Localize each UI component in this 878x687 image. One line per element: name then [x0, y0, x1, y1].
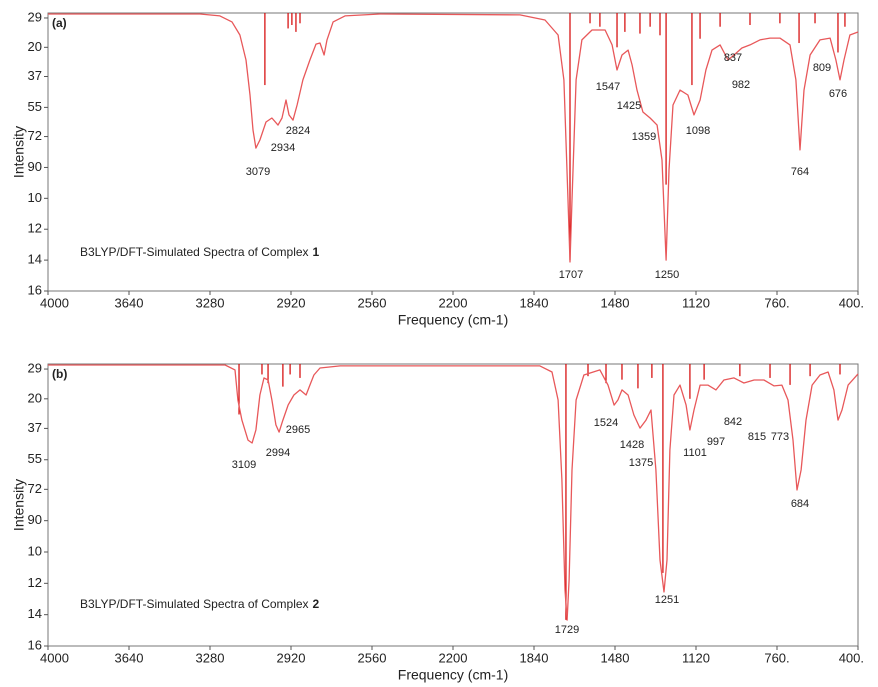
- peak-label: 1524: [594, 417, 618, 429]
- x-tick-label: 4000: [40, 650, 69, 665]
- peak-label: 1359: [632, 131, 656, 143]
- y-tick-label: 55: [28, 451, 42, 466]
- x-tick-label: 1840: [520, 295, 549, 310]
- y-axis-title: Intensity: [11, 126, 27, 178]
- y-tick-label: 90: [28, 512, 42, 527]
- y-tick-label: 72: [28, 128, 42, 143]
- x-axis-title: Frequency (cm-1): [398, 667, 508, 683]
- y-tick-label: 10: [28, 543, 42, 558]
- y-axis-title: Intensity: [11, 479, 27, 531]
- x-tick-label: 760.: [764, 650, 789, 665]
- x-tick-label: 1120: [682, 295, 710, 310]
- annotation-text: B3LYP/DFT-Simulated Spectra of Complex: [80, 245, 309, 259]
- x-tick-label: 2200: [439, 295, 468, 310]
- y-tick-label: 90: [28, 159, 42, 174]
- peak-label: 1425: [617, 100, 641, 112]
- peak-label: 2994: [266, 447, 290, 459]
- y-tick-label: 12: [28, 221, 42, 236]
- peak-label: 837: [724, 52, 742, 64]
- annotation-text: B3LYP/DFT-Simulated Spectra of Complex: [80, 597, 309, 611]
- x-tick-label: 2560: [358, 650, 387, 665]
- peak-label: 1547: [596, 81, 620, 93]
- peak-label: 997: [707, 436, 725, 448]
- peak-label: 1250: [655, 269, 679, 281]
- x-tick-label: 760.: [764, 295, 789, 310]
- y-tick-label: 16: [28, 282, 42, 297]
- y-tick-label: 10: [28, 190, 42, 205]
- y-tick-label: 20: [28, 390, 42, 405]
- peak-label: 2824: [286, 125, 310, 137]
- y-tick-label: 29: [28, 9, 42, 24]
- x-tick-label: 1480: [601, 295, 630, 310]
- peak-label: 676: [829, 88, 847, 100]
- peak-label: 809: [813, 62, 831, 74]
- x-tick-label: 3280: [196, 650, 225, 665]
- annotation-number: 2: [313, 597, 320, 611]
- x-tick-label: 3640: [115, 295, 144, 310]
- x-tick-label: 2560: [358, 295, 387, 310]
- x-tick-label: 400.: [839, 650, 864, 665]
- x-tick-label: 2200: [439, 650, 468, 665]
- y-tick-label: 14: [28, 606, 42, 621]
- peak-label: 773: [771, 431, 789, 443]
- x-tick-label: 1840: [520, 650, 549, 665]
- y-tick-label: 55: [28, 99, 42, 114]
- y-tick-label: 37: [28, 420, 42, 435]
- x-tick-label: 2920: [277, 650, 306, 665]
- peak-label: 982: [732, 79, 750, 91]
- peak-label: 1729: [555, 624, 579, 636]
- peak-label: 1375: [629, 457, 653, 469]
- x-tick-label: 3280: [196, 295, 225, 310]
- peak-label: 815: [748, 431, 766, 443]
- peak-label: 1428: [620, 439, 644, 451]
- peak-label: 2965: [286, 424, 310, 436]
- annotation-number: 1: [313, 245, 320, 259]
- annotation: B3LYP/DFT-Simulated Spectra of Complex 1: [80, 245, 320, 259]
- peak-label: 3079: [246, 166, 270, 178]
- y-tick-label: 14: [28, 252, 42, 267]
- spectrum-line: [48, 13, 859, 263]
- peak-label: 1707: [559, 269, 583, 281]
- x-tick-label: 400.: [839, 295, 864, 310]
- x-axis-title: Frequency (cm-1): [398, 312, 508, 328]
- y-tick-label: 16: [28, 637, 42, 652]
- y-tick-label: 12: [28, 575, 42, 590]
- x-tick-label: 4000: [40, 295, 69, 310]
- x-tick-label: 3640: [115, 650, 144, 665]
- x-tick-label: 1120: [682, 650, 710, 665]
- peak-label: 1098: [686, 125, 710, 137]
- y-tick-label: 37: [28, 68, 42, 83]
- peak-label: 684: [791, 498, 809, 510]
- peak-label: 3109: [232, 459, 256, 471]
- x-tick-label: 1480: [601, 650, 630, 665]
- panel-label: (b): [52, 367, 67, 381]
- y-tick-label: 20: [28, 39, 42, 54]
- spectrum-line: [48, 364, 859, 621]
- peak-label: 1101: [683, 447, 707, 459]
- y-tick-label: 72: [28, 481, 42, 496]
- panel-label: (a): [52, 16, 67, 30]
- annotation: B3LYP/DFT-Simulated Spectra of Complex 2: [80, 597, 320, 611]
- peak-label: 1251: [655, 594, 679, 606]
- peak-label: 764: [791, 166, 809, 178]
- y-tick-label: 29: [28, 360, 42, 375]
- peak-label: 842: [724, 416, 742, 428]
- x-tick-label: 2920: [277, 295, 306, 310]
- peak-label: 2934: [271, 142, 295, 154]
